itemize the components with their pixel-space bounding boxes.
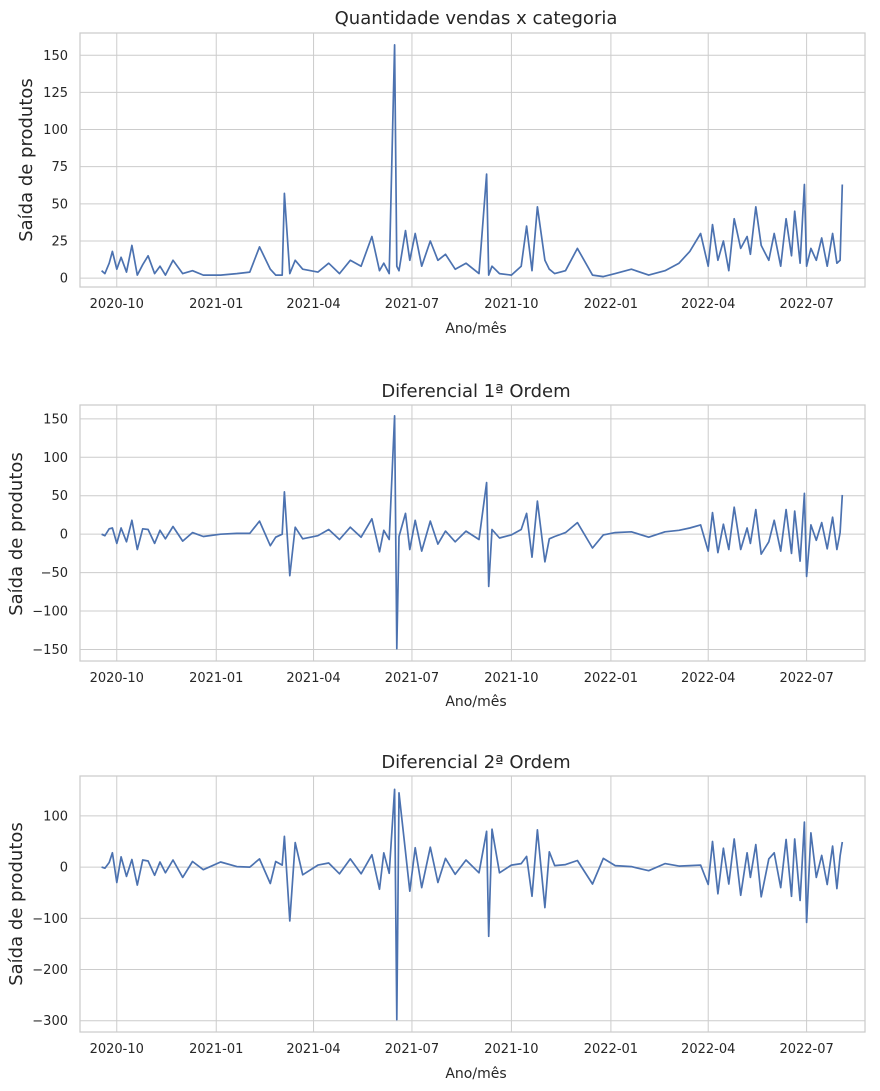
x-axis-label: Ano/mês [445,1066,506,1082]
y-tick-label: 75 [51,160,68,175]
y-tick-label: 125 [43,86,68,101]
x-tick-label: 2021-07 [385,671,439,686]
y-tick-label: 150 [43,412,68,427]
chart-title: Quantidade vendas x categoria [335,8,618,29]
chart-sales-quantity: Quantidade vendas x categoria 2020-10 202… [16,8,866,337]
y-tick-label: 50 [51,197,68,212]
x-tick-label: 2022-04 [681,1042,735,1057]
x-axis-label: Ano/mês [445,321,506,337]
x-tick-label: 2022-04 [681,671,735,686]
chart-first-order-difference: Diferencial 1ª Ordem 2020-10 2021-01 2021-… [6,381,866,710]
y-tick-label: 0 [60,861,68,876]
x-axis-label: Ano/mês [445,694,506,710]
y-tick-label: 25 [51,234,68,249]
y-tick-label: −300 [32,1014,68,1029]
x-tick-label: 2022-07 [779,297,833,312]
x-tick-label: 2020-10 [90,1042,144,1057]
x-tick-label: 2021-07 [385,1042,439,1057]
y-tick-label: 100 [43,809,68,824]
y-tick-label: 150 [43,49,68,64]
x-tick-label: 2022-01 [584,1042,638,1057]
y-tick-label: −150 [32,643,68,658]
plot-area [79,32,866,288]
x-tick-label: 2021-04 [286,297,340,312]
y-tick-label: 100 [43,123,68,138]
y-axis-label: Saída de produtos [16,78,37,242]
y-tick-label: −200 [32,963,68,978]
series-line [101,788,844,1021]
y-tick-label: 0 [60,528,68,543]
chart-title: Diferencial 2ª Ordem [381,752,570,773]
series-line [101,44,844,278]
plot-area [79,775,866,1033]
chart-title: Diferencial 1ª Ordem [381,381,570,402]
x-tick-label: 2021-01 [189,297,243,312]
x-tick-label: 2022-01 [584,671,638,686]
x-tick-label: 2022-04 [681,297,735,312]
x-tick-label: 2020-10 [90,671,144,686]
x-tick-label: 2021-10 [484,671,538,686]
y-tick-label: 0 [60,272,68,287]
plot-area [79,404,866,662]
x-tick-label: 2022-07 [779,671,833,686]
x-tick-label: 2021-04 [286,1042,340,1057]
x-tick-label: 2022-07 [779,1042,833,1057]
x-tick-label: 2021-01 [189,1042,243,1057]
x-tick-label: 2021-07 [385,297,439,312]
x-tick-label: 2022-01 [584,297,638,312]
y-tick-label: −50 [41,566,68,581]
y-tick-label: −100 [32,912,68,927]
y-axis-label: Saída de produtos [6,822,27,986]
y-axis-label: Saída de produtos [6,452,27,616]
y-tick-label: 50 [51,489,68,504]
x-tick-label: 2021-10 [484,1042,538,1057]
y-tick-label: −100 [32,605,68,620]
x-tick-label: 2020-10 [90,297,144,312]
y-tick-label: 100 [43,451,68,466]
x-tick-label: 2021-01 [189,671,243,686]
x-tick-label: 2021-10 [484,297,538,312]
x-tick-label: 2021-04 [286,671,340,686]
series-line [101,414,844,650]
chart-second-order-difference: Diferencial 2ª Ordem 2020-10 2021-01 2021-… [6,752,866,1082]
